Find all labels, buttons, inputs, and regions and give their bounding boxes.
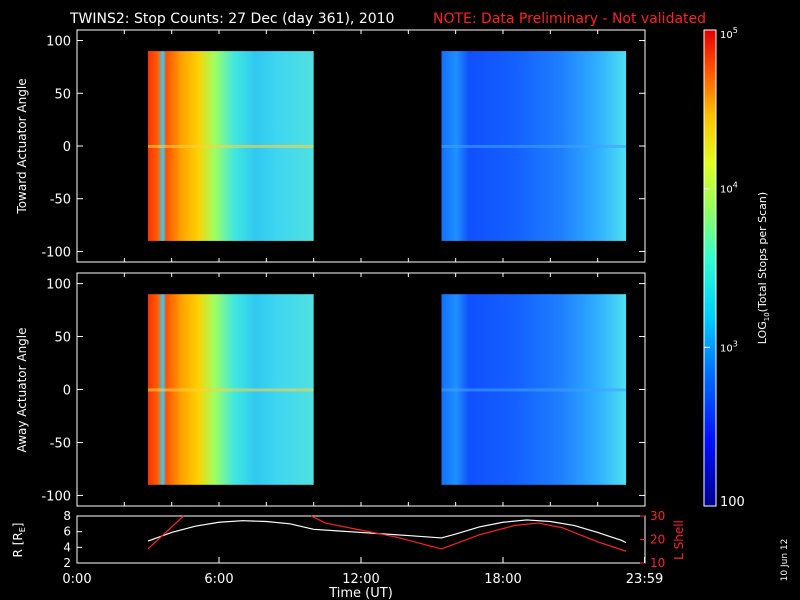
time-axis-label: Time (UT): [328, 586, 393, 600]
colorbar-tick-label: 105: [720, 26, 738, 41]
radius-tick-label: 6: [63, 525, 71, 539]
colorbar-tick-label: 103: [720, 339, 738, 354]
preliminary-note: NOTE: Data Preliminary - Not validated: [433, 11, 706, 27]
lshell-line-segment-1: [147, 515, 184, 550]
away-y-axis: 100 50 0 -50 -100: [41, 273, 646, 506]
toward-y-axis-label: Toward Actuator Angle: [15, 78, 29, 214]
lshell-line-segment-2: [311, 515, 442, 550]
lshell-axis-label: L Shell: [672, 520, 686, 560]
radius-tick-label: 8: [63, 509, 71, 523]
time-tick-label: 12:00: [342, 572, 379, 587]
time-tick-label: 0:00: [62, 572, 91, 587]
lshell-tick-label: 20: [650, 533, 665, 547]
radius-axis-label: R [RE]: [11, 523, 27, 558]
away-ytick-label: -100: [41, 489, 71, 504]
toward-ytick-label: 100: [46, 35, 71, 50]
lshell-tick-label: 30: [650, 509, 665, 523]
colorbar-ticks: 100 103 104 105: [704, 26, 745, 510]
radius-tick-label: 2: [63, 556, 71, 570]
lshell-tick-label: 10: [650, 556, 665, 570]
orbit-axes: 8 64 2 30 20 10 0:00 6:00 12:00 18:00 23:59: [62, 509, 665, 587]
away-ytick-label: 50: [54, 331, 71, 346]
orbit-panel: 8 64 2 30 20 10 0:00 6:00 12:00 18:00 23:59 R [RE]…: [11, 509, 686, 600]
toward-zero-band-2: [441, 144, 627, 148]
radius-tick-label: 4: [63, 540, 71, 554]
colorbar-scale: [703, 29, 717, 507]
toward-y-axis: 100 50 0 -50 -100: [41, 30, 646, 262]
colorbar: 100 103 104 105 LOG10(Total Stops per Scan): [703, 26, 771, 510]
toward-ytick-label: 0: [63, 140, 71, 155]
toward-ytick-label: 50: [54, 87, 71, 102]
colorbar-tick-label: 104: [720, 181, 738, 196]
toward-heatmap-blocks: [148, 51, 627, 241]
toward-zero-band-1: [148, 144, 314, 148]
orbit-lines: [147, 515, 627, 552]
toward-ytick-label: -100: [41, 245, 71, 260]
colorbar-label: LOG10(Total Stops per Scan): [756, 192, 771, 344]
away-zero-band-1: [148, 388, 314, 392]
time-tick-label: 23:59: [626, 572, 663, 587]
time-tick-label: 6:00: [204, 572, 233, 587]
toward-actuator-panel: 100 50 0 -50 -100 Toward Actuator Angle: [15, 29, 646, 263]
corner-date: 10 Jun 12: [780, 539, 790, 582]
away-heatmap-blocks: [148, 294, 627, 485]
away-ytick-label: -50: [50, 436, 71, 451]
away-actuator-panel: 100 50 0 -50 -100 Away Actuator Angle: [15, 272, 646, 507]
away-ytick-label: 0: [63, 384, 71, 399]
figure-title: TWINS2: Stop Counts: 27 Dec (day 361), 2…: [69, 11, 394, 27]
toward-ytick-label: -50: [50, 193, 71, 208]
away-y-axis-label: Away Actuator Angle: [15, 327, 29, 452]
time-tick-label: 18:00: [484, 572, 521, 587]
away-zero-band-2: [441, 388, 627, 392]
away-ytick-label: 100: [46, 278, 71, 293]
radius-line: [147, 519, 627, 544]
lshell-line-segment-3: [441, 522, 627, 552]
colorbar-tick-label: 100: [720, 495, 745, 510]
